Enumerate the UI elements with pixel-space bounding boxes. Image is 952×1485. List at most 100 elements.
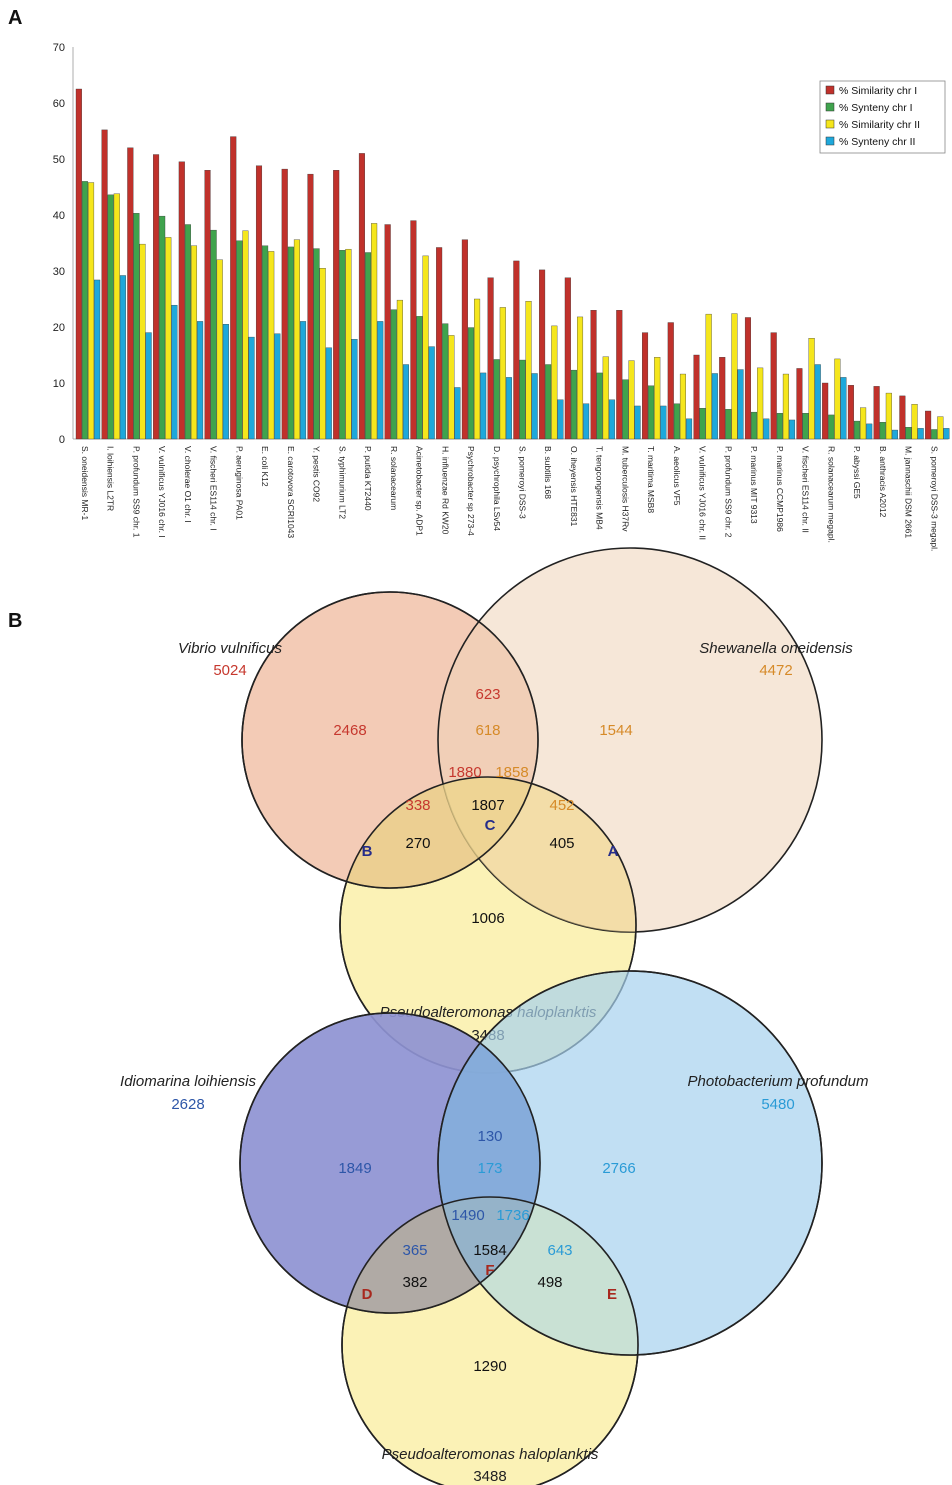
venn2-set-name-pseudo: Pseudoalteromonas haloplanktis <box>382 1446 599 1463</box>
bar <box>216 259 223 440</box>
bar <box>891 429 898 440</box>
bar <box>487 277 494 440</box>
x-tick-label: P. profundum SS9 chr. 2 <box>723 446 733 538</box>
legend-swatch <box>825 102 835 112</box>
x-tick-label: V. fischeri ES114 chr. II <box>801 446 811 533</box>
y-tick-label: 0 <box>59 434 65 446</box>
bar <box>539 269 546 440</box>
x-tick-label: S. typhimurium LT2 <box>337 446 347 519</box>
x-tick-label: P. putida KT2440 <box>363 446 373 511</box>
x-tick-labels: S. oneidensis MR-1 I. loihiensis L2TR P. p… <box>80 446 939 551</box>
bar <box>673 403 680 440</box>
venn-region-value: 338 <box>405 797 430 814</box>
bar <box>75 88 82 440</box>
venn-region-value: 623 <box>475 686 500 703</box>
legend-item-label: % Similarity chr I <box>839 85 917 97</box>
bar <box>499 307 506 440</box>
venn1-set-total-vibrio: 5024 <box>213 662 246 679</box>
x-tick-label: P. aeruginosa PA01 <box>234 446 244 520</box>
bar <box>113 193 120 440</box>
venn1-circle-vibrio-outline <box>241 591 539 889</box>
venn-region-letter: B <box>362 843 373 860</box>
venn-region-value: 130 <box>477 1128 502 1145</box>
venn-region-value: 643 <box>547 1242 572 1259</box>
x-tick-label: S. oneidensis MR-1 <box>80 446 90 520</box>
venn1-circle-shewanella <box>437 547 823 933</box>
bar <box>448 335 455 440</box>
venn2-overlap-photo-pseudo <box>438 1197 638 1355</box>
bar <box>788 419 796 440</box>
bar <box>333 170 340 440</box>
bar <box>402 364 409 440</box>
legend-item-label: % Synteny chr II <box>839 136 915 148</box>
bar <box>802 413 809 440</box>
bar <box>840 377 847 440</box>
bar <box>210 229 217 440</box>
bar <box>287 246 294 440</box>
bar <box>873 386 880 440</box>
bar <box>467 327 475 440</box>
bar <box>493 359 500 440</box>
chart-legend: % Similarity chr I % Synteny chr I % Simil… <box>819 80 946 154</box>
venn-region-value: 382 <box>402 1274 427 1291</box>
venn-region-value: 270 <box>405 835 430 852</box>
venn-region-letter: C <box>485 817 496 834</box>
bar <box>860 407 867 440</box>
bar <box>300 321 307 440</box>
bar <box>943 428 950 440</box>
y-tick-label: 60 <box>53 98 65 110</box>
x-tick-label: A. aeolicus VF5 <box>672 446 682 506</box>
x-tick-label: P. profundum SS9 chr. 1 <box>131 446 141 538</box>
bar <box>178 161 185 440</box>
venn-region-value: 1584 <box>473 1242 506 1259</box>
bar <box>564 277 571 440</box>
bar <box>776 413 783 440</box>
bar <box>133 213 140 440</box>
x-tick-label: P. marinus MIT 9313 <box>749 446 759 524</box>
bar <box>917 428 924 440</box>
bar <box>358 153 365 440</box>
bar <box>686 418 693 440</box>
venn-region-value: 452 <box>549 797 574 814</box>
x-tick-label: T. maritima MSB8 <box>646 446 656 513</box>
bar <box>911 404 918 440</box>
bar-series-group <box>75 88 950 440</box>
bar <box>248 336 255 440</box>
bar <box>127 147 134 440</box>
bar <box>711 373 718 440</box>
bar <box>596 372 603 440</box>
bar <box>822 382 829 440</box>
venn-region-value: 1006 <box>471 910 504 927</box>
x-tick-label: P. marinus CCMP1986 <box>775 446 785 532</box>
bar <box>236 240 243 440</box>
y-tick-label: 70 <box>53 42 65 54</box>
bar <box>396 299 403 440</box>
venn2-set-total-idiomarina: 2628 <box>171 1096 204 1113</box>
x-tick-label: S. pomeroyi DSS-3 <box>518 446 528 519</box>
bar <box>416 316 423 440</box>
legend-swatch <box>825 136 835 146</box>
legend-item-label: % Synteny chr I <box>839 102 913 114</box>
bar <box>454 387 461 440</box>
bar <box>525 301 532 440</box>
venn-region-value: 1736 <box>496 1207 529 1224</box>
x-tick-label: E. coli K12 <box>260 446 270 487</box>
bar <box>319 268 326 440</box>
bar <box>814 364 821 440</box>
venn-region-value: 1849 <box>338 1160 371 1177</box>
bar <box>242 230 249 440</box>
bar <box>879 422 886 440</box>
bar <box>931 429 938 440</box>
legend-box <box>819 80 946 154</box>
bar <box>667 322 674 440</box>
bar <box>101 129 108 440</box>
y-tick-label: 40 <box>53 210 65 222</box>
venn-region-value: 1858 <box>495 764 528 781</box>
bar <box>751 411 758 440</box>
x-tick-label: Y. pestis CO92 <box>312 446 322 502</box>
venn1-overlap-vibrio-pseudo <box>340 777 538 888</box>
bar <box>885 392 892 440</box>
bar <box>325 347 332 440</box>
y-tick-label: 10 <box>53 378 65 390</box>
